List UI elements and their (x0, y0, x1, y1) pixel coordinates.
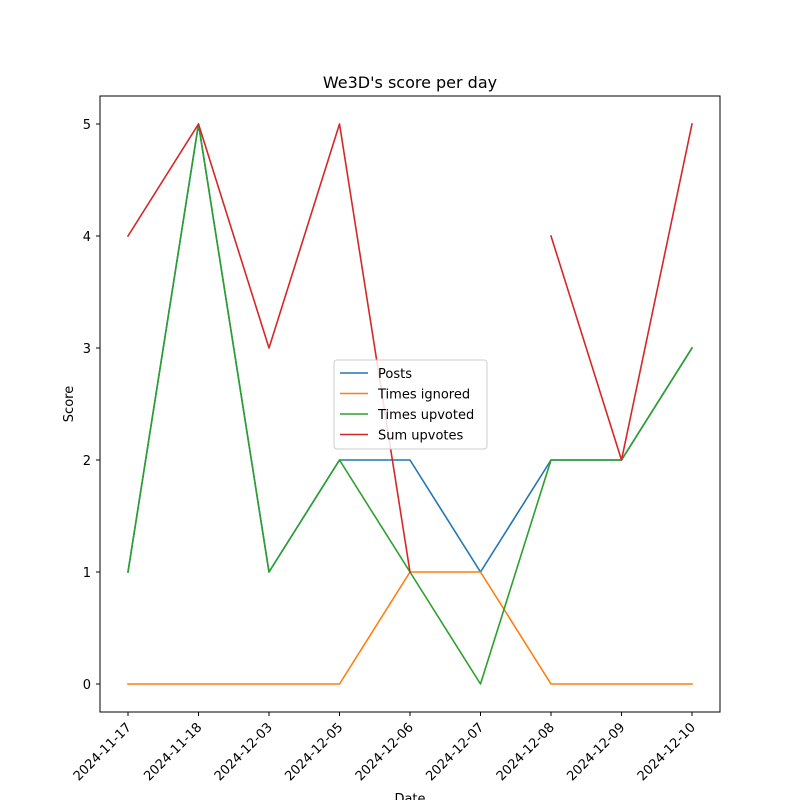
legend-box (333, 359, 488, 450)
x-axis-label: Date (394, 792, 425, 800)
y-axis: 0 1 2 3 4 5 (83, 118, 100, 693)
x-tick-label: 2024-12-10 (635, 720, 699, 784)
legend: Posts Times ignored Times upvoted Sum upvot… (333, 359, 488, 450)
chart-title: We3D's score per day (323, 73, 497, 92)
series-layer (126, 123, 694, 685)
y-tick-label: 5 (83, 118, 91, 133)
series-line-4 (126, 123, 693, 573)
x-tick-label: 2024-11-18 (141, 720, 205, 784)
legend-label: Times upvoted (377, 408, 474, 423)
x-tick-label: 2024-12-06 (353, 720, 417, 784)
y-tick-label: 1 (83, 566, 91, 581)
y-tick-label: 2 (83, 454, 91, 469)
x-axis: 2024-11-17 2024-11-18 2024-12-03 2024-12-05… (71, 712, 699, 784)
legend-label: Posts (378, 367, 412, 382)
x-tick-label: 2024-12-07 (423, 720, 487, 784)
x-tick-label: 2024-12-08 (494, 720, 558, 784)
y-tick-label: 4 (83, 230, 91, 245)
y-axis-label: Score (62, 386, 77, 422)
x-tick-label: 2024-11-17 (71, 720, 135, 784)
legend-label: Times ignored (377, 388, 470, 403)
x-tick-label: 2024-12-05 (282, 720, 346, 784)
legend-label: Sum upvotes (378, 429, 464, 444)
y-tick-label: 0 (83, 678, 91, 693)
x-tick-label: 2024-12-03 (212, 720, 276, 784)
x-tick-label: 2024-12-09 (564, 720, 628, 784)
y-tick-label: 3 (83, 342, 91, 357)
